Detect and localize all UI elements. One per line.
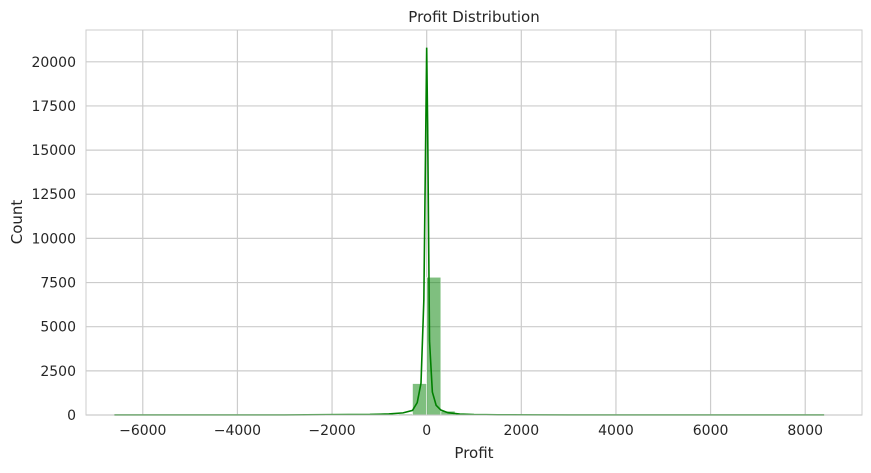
chart-title: Profit Distribution — [408, 8, 539, 26]
y-tick-label: 12500 — [31, 187, 76, 203]
x-tick-label: 6000 — [693, 423, 729, 439]
y-tick-label: 10000 — [31, 231, 76, 247]
histogram-bars — [114, 276, 825, 416]
y-tick-label: 5000 — [40, 320, 76, 336]
x-tick-label: 2000 — [503, 423, 539, 439]
x-tick-label: 0 — [422, 423, 431, 439]
plot-frame — [85, 29, 863, 416]
y-tick-label: 2500 — [40, 364, 76, 380]
y-tick-label: 17500 — [31, 99, 76, 115]
x-tick-label: −4000 — [214, 423, 261, 439]
x-tick-label: 4000 — [598, 423, 634, 439]
y-tick-label: 7500 — [40, 276, 76, 292]
y-gridlines — [86, 61, 862, 416]
x-axis-label: Profit — [454, 444, 493, 462]
plot-area-background — [86, 30, 862, 415]
x-tick-label: −2000 — [308, 423, 355, 439]
y-tick-label: 20000 — [31, 55, 76, 71]
y-tick-label: 15000 — [31, 143, 76, 159]
x-tick-labels: −6000 −4000 −2000 0 2000 4000 6000 8000 — [119, 423, 823, 439]
y-axis-label: Count — [8, 200, 26, 245]
x-tick-label: −6000 — [119, 423, 166, 439]
y-tick-label: 0 — [67, 408, 76, 424]
y-tick-labels: 0 2500 5000 7500 10000 12500 15000 17500 20000 — [31, 55, 76, 424]
x-tick-label: 8000 — [787, 423, 823, 439]
